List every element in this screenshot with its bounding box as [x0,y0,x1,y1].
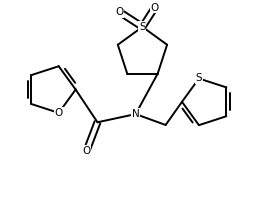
Text: S: S [196,73,202,83]
Text: O: O [115,7,123,17]
Text: O: O [151,3,159,13]
Text: S: S [139,22,146,32]
Text: O: O [82,146,91,156]
Text: O: O [55,108,63,118]
Text: N: N [132,109,139,119]
